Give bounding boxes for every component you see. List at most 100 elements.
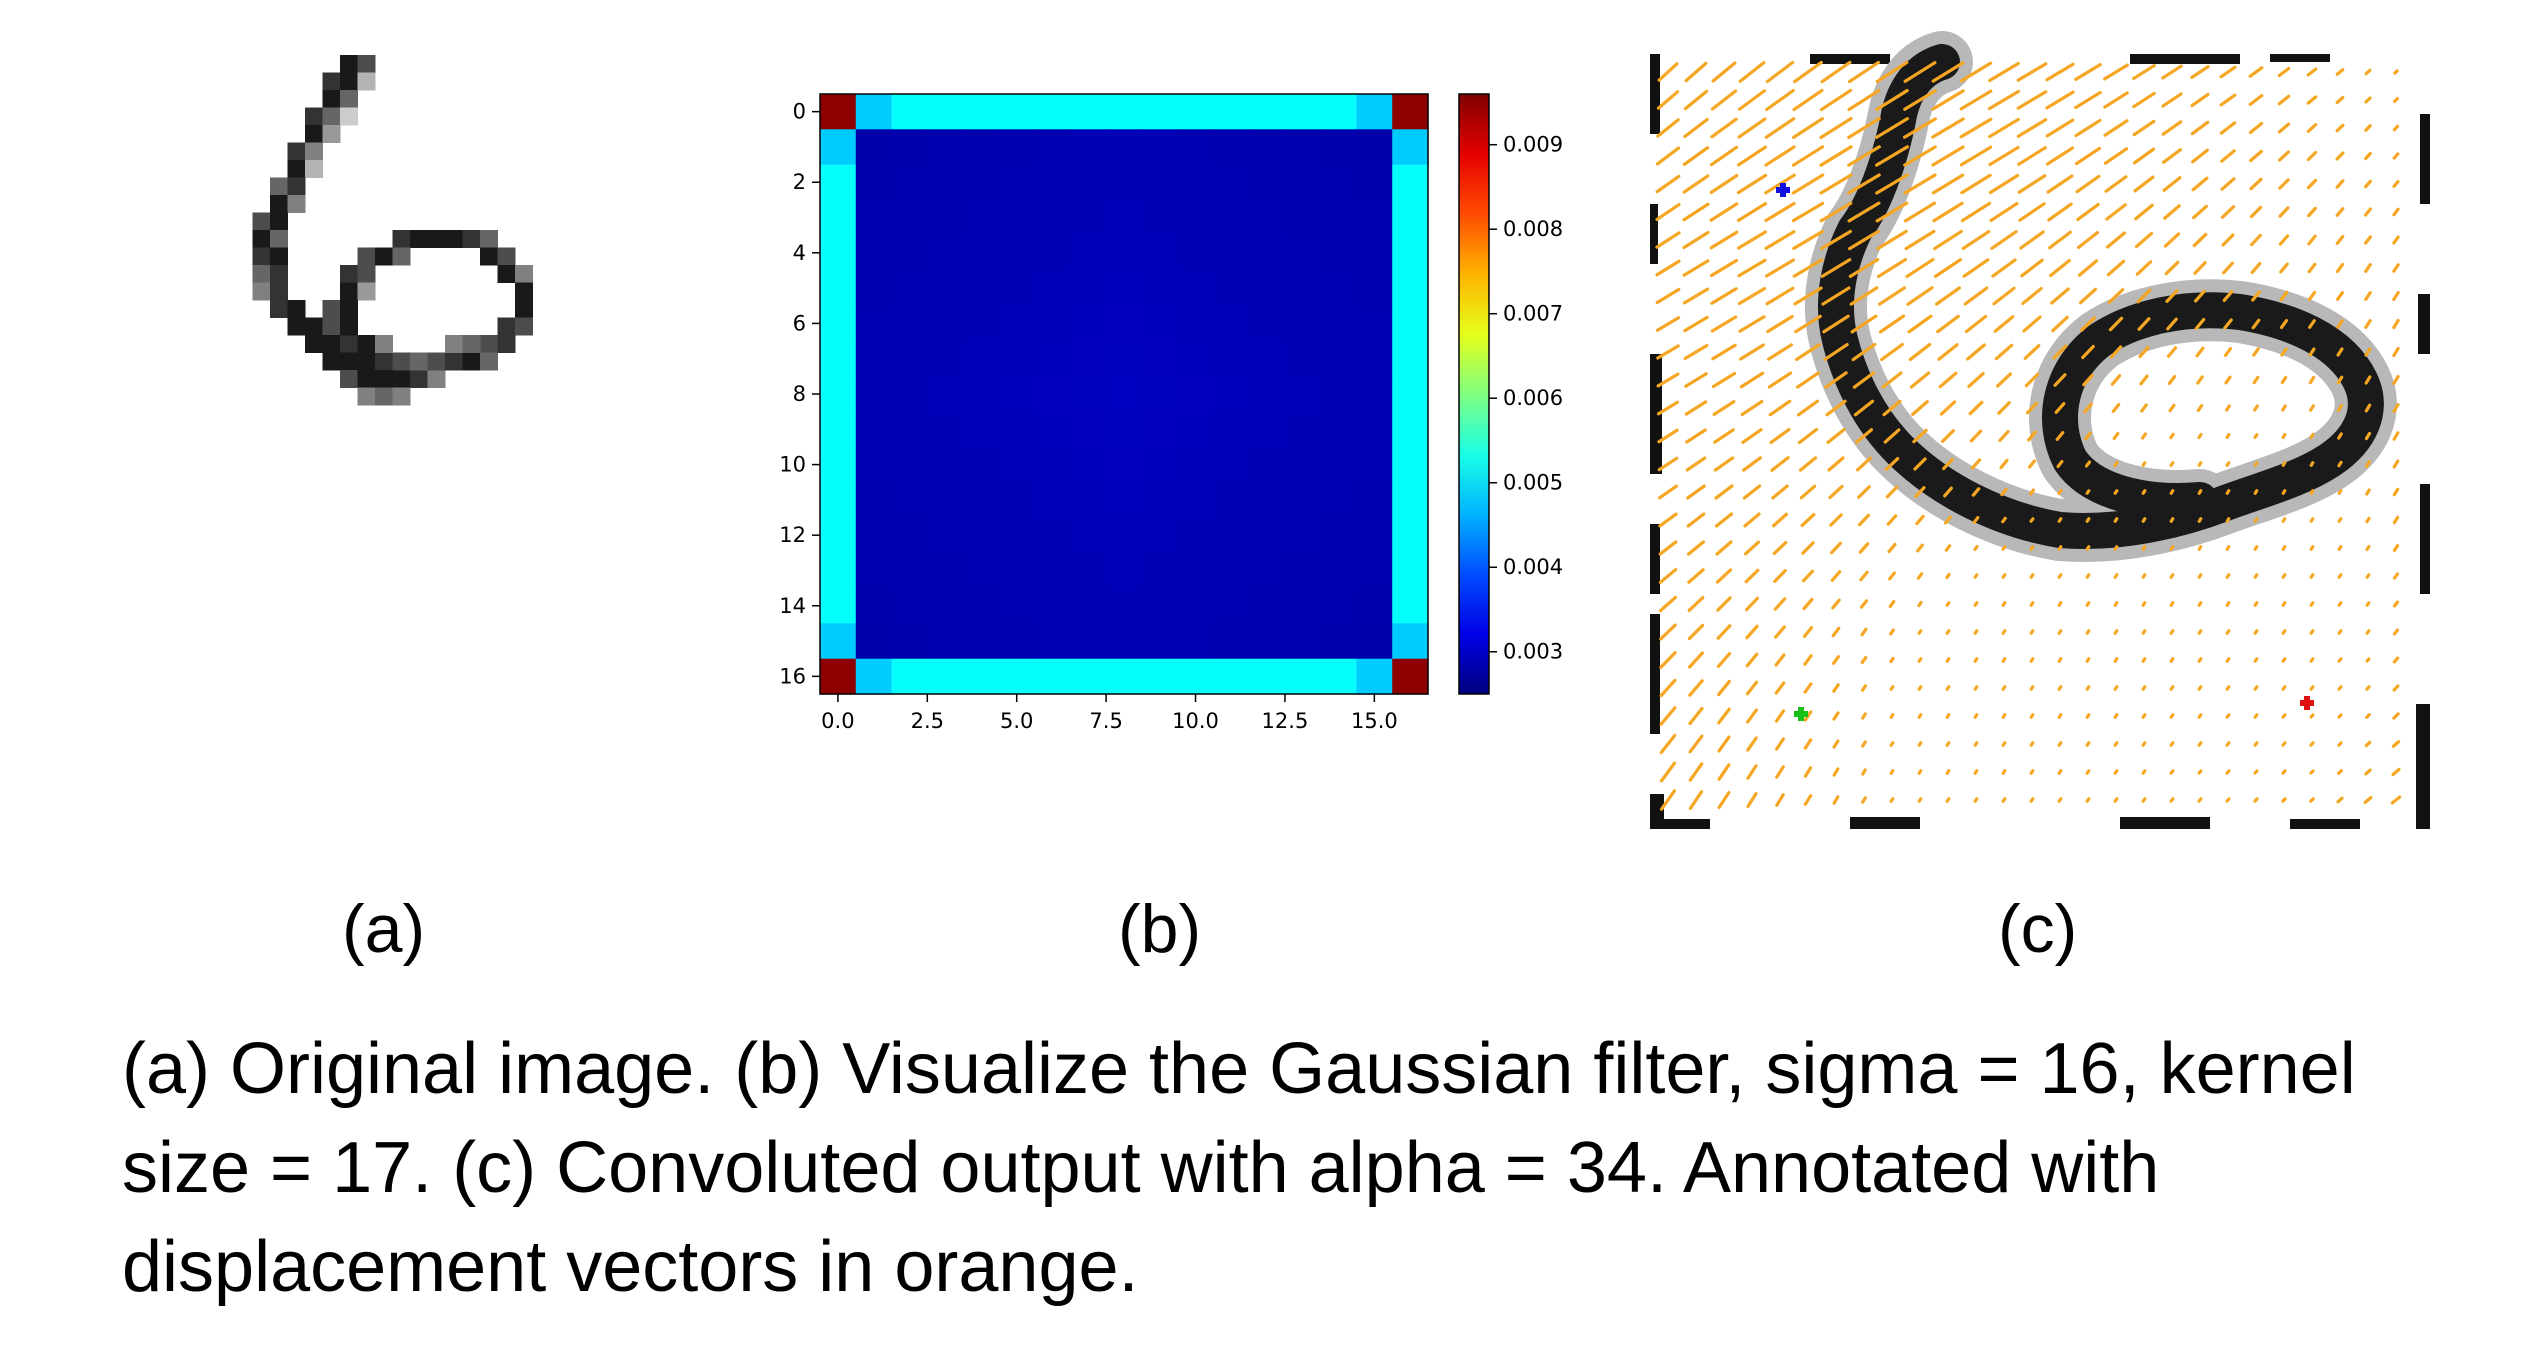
displacement-vector xyxy=(1658,540,1678,556)
displacement-vector xyxy=(2196,404,2204,412)
displacement-vector xyxy=(1970,458,1982,470)
displacement-vector xyxy=(1889,797,1895,803)
displacement-vector xyxy=(1802,626,1814,638)
displacement-vector xyxy=(2279,290,2289,302)
displacement-vector xyxy=(2253,741,2259,747)
displacement-vector xyxy=(1832,711,1840,721)
heatmap-cell xyxy=(1177,341,1215,377)
heatmap-cell xyxy=(855,552,893,589)
displacement-vector xyxy=(2253,601,2259,607)
displacement-vector xyxy=(1741,428,1763,444)
displacement-vector xyxy=(1715,540,1733,556)
displacement-vector xyxy=(2161,92,2183,108)
displacement-vector xyxy=(1861,768,1867,776)
digit-pixel xyxy=(252,265,271,283)
displacement-vector xyxy=(2223,318,2233,330)
heatmap-cell xyxy=(1213,588,1250,625)
displacement-vector xyxy=(1945,797,1951,803)
displacement-vector xyxy=(2056,459,2064,469)
displacement-vector xyxy=(1847,117,1881,139)
displacement-vector xyxy=(2280,347,2288,357)
displacement-vector xyxy=(1655,146,1681,166)
displacement-vector xyxy=(1822,314,1850,334)
displacement-vector xyxy=(1961,229,1991,251)
displacement-vector xyxy=(1917,769,1923,775)
displacement-vector xyxy=(2197,685,2203,691)
displacement-vector xyxy=(1847,88,1881,112)
displacement-vector xyxy=(1973,657,1979,663)
displacement-vector xyxy=(1803,766,1813,778)
heatmap-cell xyxy=(1141,446,1179,483)
displacement-vector xyxy=(2141,545,2147,551)
displacement-vector xyxy=(2392,403,2400,413)
heatmap-cell xyxy=(1177,129,1215,166)
displacement-vector xyxy=(2029,657,2035,663)
displacement-vector xyxy=(2085,769,2091,775)
displacement-vector xyxy=(1687,623,1705,641)
digit-pixel xyxy=(427,370,446,388)
displacement-vector xyxy=(1889,769,1895,775)
original-digit-image xyxy=(252,55,533,406)
heatmap-cell xyxy=(1213,552,1250,589)
displacement-vector xyxy=(2029,573,2035,579)
displacement-vector xyxy=(2113,797,2119,803)
displacement-vector xyxy=(2391,740,2401,748)
heatmap-cell xyxy=(820,623,857,660)
displacement-vector xyxy=(1656,344,1680,360)
displacement-vector xyxy=(2169,769,2175,775)
displacement-vector xyxy=(2167,374,2177,386)
heatmap-cell xyxy=(1284,588,1322,625)
displacement-vector xyxy=(1742,456,1762,472)
displacement-vector xyxy=(2169,601,2175,607)
displacement-vector xyxy=(2249,205,2263,219)
displacement-vector xyxy=(1793,286,1823,306)
displacement-vector xyxy=(1903,89,1937,111)
displacement-vector xyxy=(2279,262,2289,274)
displacement-vector xyxy=(1709,230,1739,250)
displacement-vector xyxy=(2364,375,2372,385)
displacement-vector xyxy=(2364,291,2372,301)
displacement-vector xyxy=(2225,517,2231,523)
displacement-vector xyxy=(1945,572,1951,580)
displacement-vector xyxy=(2364,431,2372,441)
displacement-vector xyxy=(1875,201,1909,223)
displacement-vector xyxy=(1740,399,1764,417)
subfigure-label-a: (a) xyxy=(342,891,426,967)
x-tick-label: 15.0 xyxy=(1351,709,1398,733)
heatmap-cell xyxy=(1249,446,1286,483)
displacement-vector xyxy=(1712,400,1736,416)
heatmap-cell xyxy=(927,270,964,307)
displacement-vector xyxy=(2364,347,2372,357)
displacement-vector xyxy=(1945,769,1951,775)
displacement-vector xyxy=(2017,146,2047,166)
x-tick-label: 2.5 xyxy=(911,709,944,733)
displacement-vector xyxy=(1793,60,1823,84)
displacement-vector xyxy=(1972,516,1980,524)
displacement-vector xyxy=(1889,628,1895,636)
displacement-vector xyxy=(1765,286,1795,306)
displacement-vector xyxy=(2001,657,2007,663)
displacement-vector xyxy=(2113,769,2119,775)
heatmap-cell xyxy=(998,623,1036,660)
displacement-vector xyxy=(1886,514,1898,526)
displacement-vector xyxy=(2113,517,2119,523)
heatmap-cell xyxy=(1177,446,1215,483)
displacement-vector xyxy=(2194,318,2206,330)
displacement-vector xyxy=(2225,769,2231,775)
displacement-vector xyxy=(2074,146,2102,166)
heatmap-cell xyxy=(1249,482,1286,519)
heatmap-cell xyxy=(927,446,964,483)
heatmap-cell xyxy=(1213,517,1250,554)
heatmap-cell xyxy=(1320,482,1358,519)
displacement-vector xyxy=(1655,259,1681,277)
displacement-vector xyxy=(1831,598,1841,610)
heatmap-cell xyxy=(1320,341,1358,377)
digit-pixel xyxy=(252,282,271,301)
displacement-vector xyxy=(2281,685,2287,691)
heatmap-cell xyxy=(1070,588,1107,625)
heatmap-cell xyxy=(1034,199,1071,236)
x-tick-label: 12.5 xyxy=(1262,709,1309,733)
heatmap-cell xyxy=(1249,164,1286,201)
heatmap-cell xyxy=(1249,270,1286,307)
displacement-vector xyxy=(2219,121,2237,135)
